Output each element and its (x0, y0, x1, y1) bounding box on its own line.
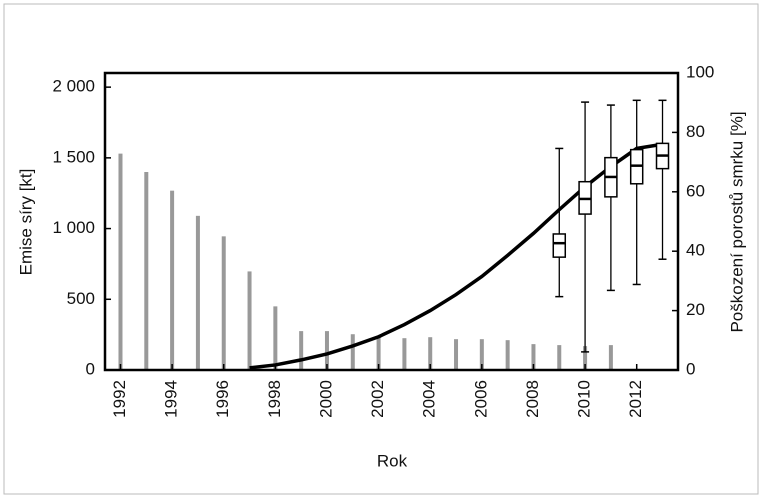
bar (402, 338, 407, 370)
y-tick-label: 2 000 (52, 77, 95, 96)
y2-tick-label: 80 (686, 122, 705, 141)
bar (170, 190, 175, 370)
x-tick-label: 1994 (162, 380, 181, 418)
x-tick-label: 2012 (626, 380, 645, 418)
y2-tick-label: 40 (686, 241, 705, 260)
bar (428, 337, 433, 370)
bar (557, 345, 562, 370)
y2-tick-label: 60 (686, 181, 705, 200)
x-tick-label: 2004 (420, 380, 439, 418)
y-axis-label: Emise síry [kt] (16, 169, 35, 276)
y-tick-label: 1 000 (52, 218, 95, 237)
bar (195, 215, 200, 370)
y2-axis-label: Poškození porostů smrku [%] (727, 111, 746, 332)
plot-frame (103, 71, 680, 372)
bar (505, 340, 510, 370)
y-tick-label: 1 500 (52, 147, 95, 166)
box (552, 233, 567, 258)
bar (299, 331, 304, 370)
bar (144, 172, 149, 370)
x-tick-label: 2002 (368, 380, 387, 418)
bar (376, 337, 381, 370)
bar (324, 331, 329, 370)
x-tick-label: 1996 (213, 380, 232, 418)
bar (479, 339, 484, 370)
bar (531, 344, 536, 370)
bar (221, 236, 226, 370)
y2-tick-label: 100 (686, 62, 714, 81)
bar (454, 339, 459, 370)
bar (247, 271, 252, 370)
bar (583, 346, 588, 370)
frame (3, 3, 759, 495)
x-axis-label: Rok (377, 451, 408, 470)
bar (608, 345, 613, 370)
x-tick-label: 2008 (523, 380, 542, 418)
y2-tick-label: 0 (686, 359, 695, 378)
bar (118, 153, 123, 370)
x-tick-label: 2010 (575, 380, 594, 418)
y-tick-label: 500 (67, 289, 95, 308)
y-tick-label: 0 (86, 359, 95, 378)
bar (350, 334, 355, 370)
x-tick-label: 2000 (316, 380, 335, 418)
damage-line (249, 142, 663, 370)
x-tick-label: 1992 (110, 380, 129, 418)
bar (273, 306, 278, 370)
y2-tick-label: 20 (686, 300, 705, 319)
x-tick-label: 2006 (471, 380, 490, 418)
x-tick-label: 1998 (265, 380, 284, 418)
